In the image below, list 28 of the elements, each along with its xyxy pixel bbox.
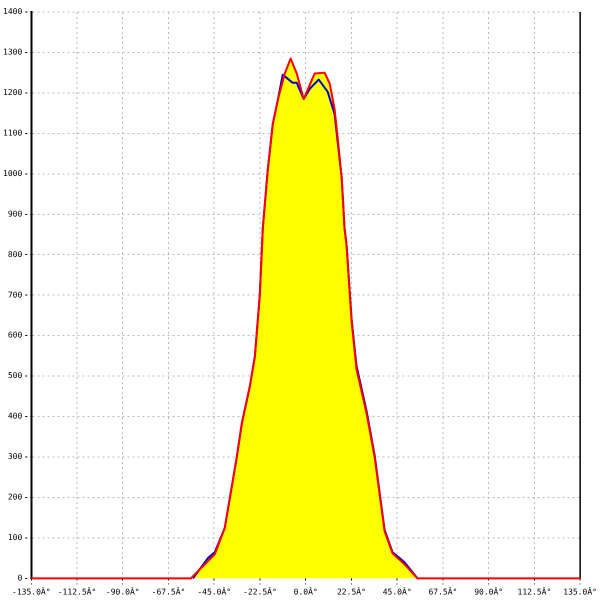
- y-tick-label: 0: [17, 573, 22, 582]
- y-tick-label: 100: [8, 533, 22, 542]
- y-tick-label: 200: [8, 492, 22, 502]
- x-tick-label: -112.5Â°: [58, 586, 96, 596]
- x-tick-label: 67.5Â°: [428, 586, 458, 596]
- x-tick-label: -22.5Â°: [243, 586, 277, 596]
- y-tick-label: 700: [8, 290, 22, 300]
- y-tick-label: 800: [8, 250, 22, 259]
- y-tick-label: 1200: [3, 88, 22, 97]
- y-tick-label: 400: [8, 412, 22, 421]
- x-tick-label: 45.0Â°: [382, 586, 412, 596]
- y-tick-label: 1300: [3, 48, 22, 57]
- x-tick-label: -135.0Â°: [12, 586, 51, 596]
- x-tick-label: 0.0Â°: [294, 586, 318, 596]
- x-tick-label: 90.0Â°: [474, 586, 504, 596]
- x-tick-label: 22.5Â°: [336, 586, 366, 596]
- x-tick-label: -45.0Â°: [197, 586, 232, 596]
- x-tick-label: -90.0Â°: [106, 586, 140, 596]
- y-tick-label: 1100: [3, 128, 22, 138]
- x-tick-label: 135.0Â°: [563, 586, 597, 596]
- x-tick-label: -67.5Â°: [152, 586, 186, 596]
- x-tick-label: 112.5Â°: [518, 586, 552, 596]
- y-tick-label: 900: [8, 209, 22, 218]
- y-tick-label: 300: [8, 452, 22, 462]
- y-tick-label: 500: [8, 371, 22, 380]
- y-tick-label: 1000: [3, 168, 22, 178]
- y-tick-label: 1400: [3, 7, 22, 16]
- y-tick-label: 600: [8, 330, 22, 340]
